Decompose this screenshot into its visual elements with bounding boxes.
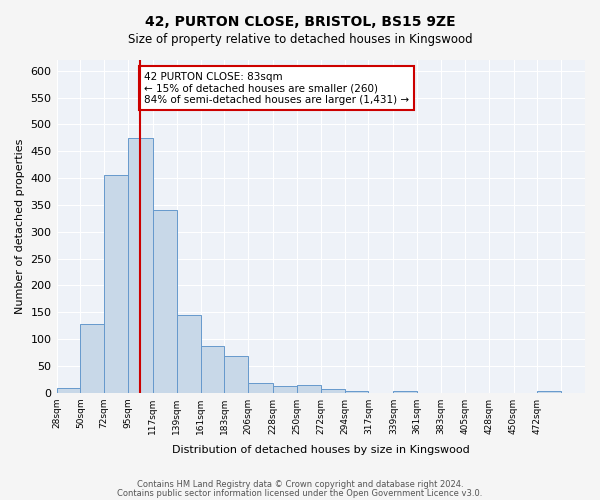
Text: Contains public sector information licensed under the Open Government Licence v3: Contains public sector information licen… xyxy=(118,488,482,498)
Bar xyxy=(538,390,561,392)
X-axis label: Distribution of detached houses by size in Kingswood: Distribution of detached houses by size … xyxy=(172,445,470,455)
Bar xyxy=(321,390,344,392)
Bar xyxy=(200,346,224,393)
Bar xyxy=(224,356,248,393)
Bar xyxy=(153,210,177,392)
Bar xyxy=(128,138,153,392)
Bar xyxy=(56,388,80,392)
Text: 42, PURTON CLOSE, BRISTOL, BS15 9ZE: 42, PURTON CLOSE, BRISTOL, BS15 9ZE xyxy=(145,15,455,29)
Bar xyxy=(297,384,321,392)
Text: 42 PURTON CLOSE: 83sqm
← 15% of detached houses are smaller (260)
84% of semi-de: 42 PURTON CLOSE: 83sqm ← 15% of detached… xyxy=(144,72,409,105)
Bar xyxy=(394,390,417,392)
Bar xyxy=(80,324,104,392)
Bar xyxy=(177,315,200,392)
Text: Size of property relative to detached houses in Kingswood: Size of property relative to detached ho… xyxy=(128,32,472,46)
Bar xyxy=(104,176,128,392)
Bar xyxy=(248,383,273,392)
Bar xyxy=(344,390,368,392)
Y-axis label: Number of detached properties: Number of detached properties xyxy=(15,138,25,314)
Bar xyxy=(273,386,297,392)
Text: Contains HM Land Registry data © Crown copyright and database right 2024.: Contains HM Land Registry data © Crown c… xyxy=(137,480,463,489)
